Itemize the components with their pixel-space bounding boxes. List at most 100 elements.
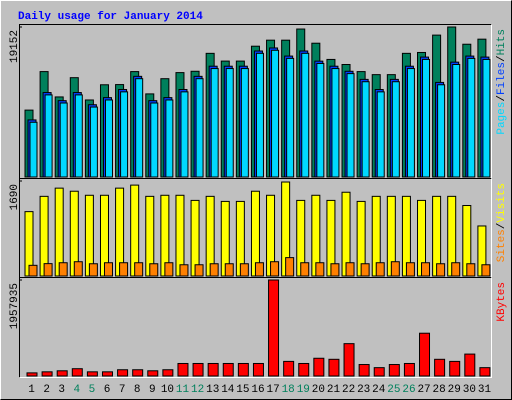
x-tick-label: 25 xyxy=(387,384,400,396)
legend: Sites/Visits xyxy=(496,183,508,262)
legend-entry: Hits xyxy=(496,29,508,55)
bar xyxy=(405,262,415,277)
bar xyxy=(421,262,431,277)
bar xyxy=(192,362,204,377)
bar xyxy=(240,68,249,178)
bar xyxy=(252,362,264,377)
x-tick-label: 13 xyxy=(206,384,219,396)
bar xyxy=(175,194,185,277)
bar xyxy=(103,262,113,277)
bar xyxy=(239,263,249,277)
x-tick-label: 16 xyxy=(251,384,264,396)
bar xyxy=(346,73,355,178)
bar xyxy=(390,261,400,277)
bar xyxy=(270,261,280,277)
legend: KBytes xyxy=(496,282,508,322)
x-tick-label: 9 xyxy=(149,384,156,396)
bar xyxy=(180,91,189,178)
bar xyxy=(89,106,98,178)
x-tick-label: 3 xyxy=(58,384,65,396)
bar xyxy=(165,99,174,178)
bar xyxy=(224,263,234,277)
bar xyxy=(179,264,189,277)
bar xyxy=(358,364,370,377)
y-tick-label: 19152 xyxy=(9,30,21,63)
bar xyxy=(117,369,129,377)
bar xyxy=(373,367,385,377)
x-tick-label: 5 xyxy=(89,384,96,396)
bar xyxy=(481,264,491,277)
bar xyxy=(328,358,340,377)
bar xyxy=(388,364,400,377)
bar xyxy=(177,362,189,377)
x-tick-label: 1 xyxy=(28,384,35,396)
panel xyxy=(20,278,492,378)
bar xyxy=(26,372,38,377)
bar xyxy=(56,370,68,377)
bar xyxy=(449,360,461,377)
bar xyxy=(210,68,219,178)
x-tick-label: 2 xyxy=(43,384,50,396)
x-tick-label: 4 xyxy=(74,384,81,396)
x-tick-label: 29 xyxy=(448,384,461,396)
bar xyxy=(286,57,295,178)
bar xyxy=(301,52,310,178)
bar xyxy=(403,362,415,377)
bar xyxy=(391,81,400,178)
bar xyxy=(119,262,129,277)
x-tick-label: 31 xyxy=(478,384,492,396)
bar xyxy=(452,64,461,178)
bar xyxy=(300,262,310,277)
bar xyxy=(451,262,461,277)
bar xyxy=(71,368,83,377)
bar xyxy=(149,263,159,277)
x-tick-label: 30 xyxy=(463,384,476,396)
x-tick-label: 10 xyxy=(161,384,174,396)
x-tick-label: 8 xyxy=(134,384,141,396)
bar xyxy=(422,58,431,178)
x-tick-label: 21 xyxy=(327,384,341,396)
x-tick-label: 22 xyxy=(342,384,355,396)
bar xyxy=(225,68,234,178)
bar xyxy=(43,263,53,277)
legend-separator: / xyxy=(496,223,508,230)
x-tick-label: 20 xyxy=(312,384,325,396)
bar xyxy=(375,262,385,277)
bar xyxy=(313,357,325,377)
legend-separator: / xyxy=(496,95,508,102)
bar xyxy=(28,264,38,277)
legend-entry: Pages xyxy=(496,102,508,135)
bar xyxy=(41,371,53,377)
bar xyxy=(164,262,174,277)
legend-entry: KBytes xyxy=(496,282,508,322)
panel-light xyxy=(19,277,492,378)
bar xyxy=(59,102,68,178)
x-tick-label: 11 xyxy=(176,384,190,396)
bar xyxy=(361,81,370,178)
bar xyxy=(222,362,234,377)
chart-title: Daily usage for January 2014 xyxy=(18,11,203,23)
x-tick-label: 17 xyxy=(266,384,279,396)
bar xyxy=(343,343,355,377)
bar xyxy=(268,279,280,377)
x-tick-label: 24 xyxy=(372,384,386,396)
bar xyxy=(376,91,385,178)
bar xyxy=(434,358,446,377)
bar xyxy=(104,99,113,178)
bar xyxy=(285,257,295,277)
bar xyxy=(209,263,219,277)
panel-shadow xyxy=(19,277,492,378)
bar xyxy=(330,263,340,277)
bar xyxy=(58,262,68,277)
bar xyxy=(331,68,340,178)
bar xyxy=(419,332,431,377)
bar xyxy=(73,261,83,277)
bar xyxy=(150,102,159,178)
legend: Pages/Files/Hits xyxy=(496,29,508,135)
x-tick-label: 18 xyxy=(282,384,295,396)
y-tick-label: 1690 xyxy=(9,184,21,210)
bar xyxy=(207,362,219,377)
